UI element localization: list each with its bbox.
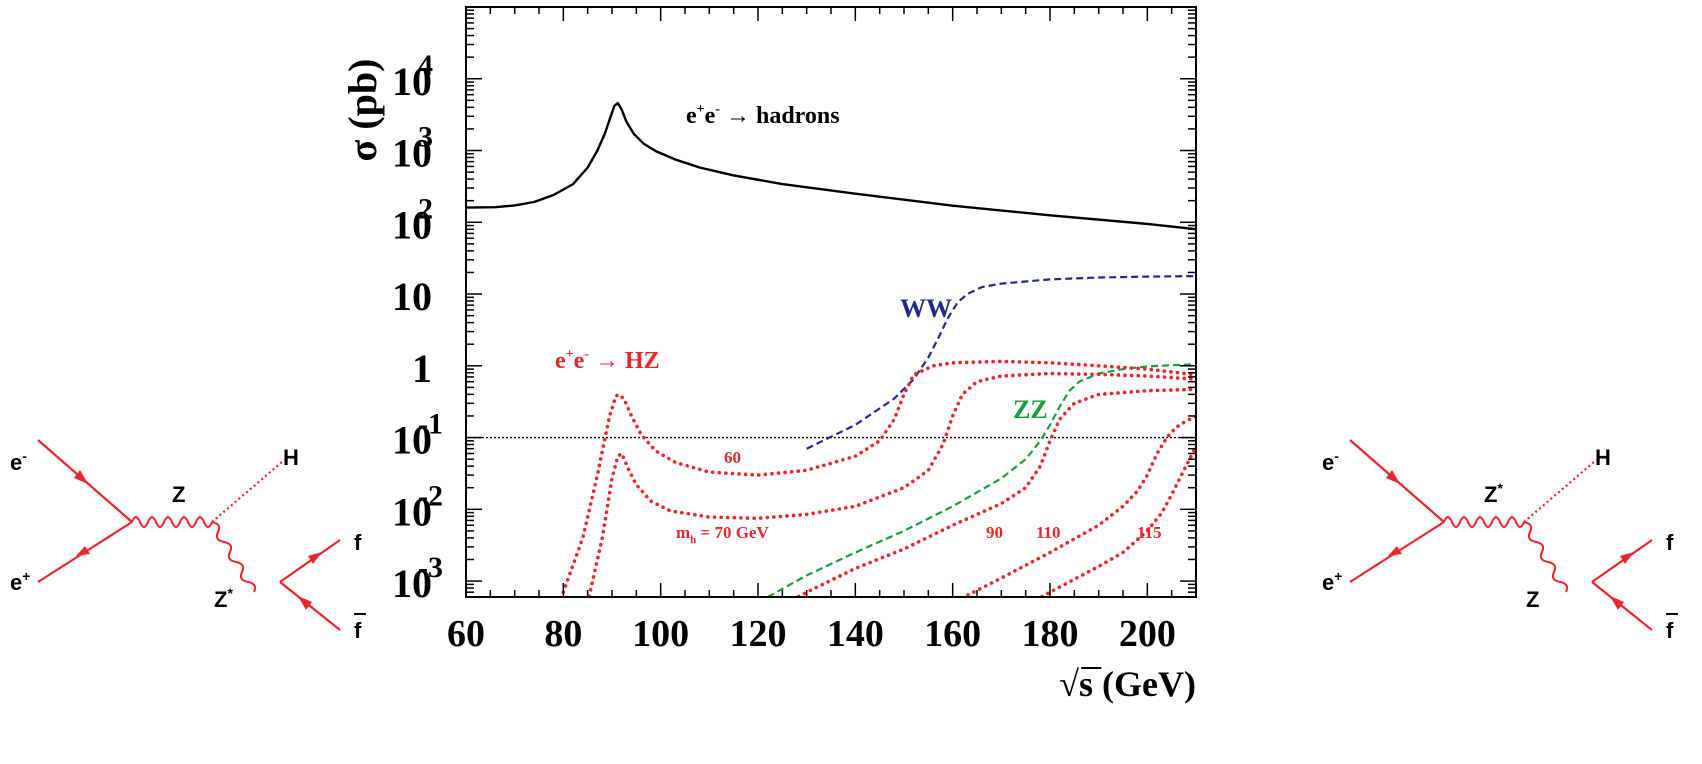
y-tick-label: 10 — [392, 561, 432, 606]
annotation-m115: 115 — [1137, 523, 1162, 542]
x-tick-label: 140 — [827, 613, 884, 655]
feynman-diagram-left: e- e+ Z H Z* f f — [10, 439, 366, 643]
arrow-icon — [1386, 470, 1400, 484]
y-tick-label: 10 — [392, 489, 432, 534]
label-e-plus: e+ — [1322, 568, 1342, 595]
y-axis-title: σ (pb) — [340, 59, 385, 162]
z-propagator — [131, 516, 213, 528]
label-f: f — [1666, 530, 1674, 555]
zstar-propagator — [1443, 516, 1525, 528]
y-tick-label: 10 — [392, 202, 432, 247]
arrow-icon — [1610, 596, 1624, 610]
axis-layer: 60 80 100 120 140 160 180 20010410310210110-110… — [392, 6, 1197, 669]
label-higgs: H — [283, 445, 299, 470]
series-line-hz110 — [959, 414, 1196, 597]
fermion-line — [1591, 539, 1653, 583]
arrow-icon — [1620, 552, 1634, 564]
feynman-diagram-right: e- e+ Z* H Z f f — [1322, 439, 1678, 643]
arrow-icon — [76, 546, 90, 556]
y-tick-label: 10 — [392, 59, 432, 104]
y-tick-exponent: 2 — [418, 192, 433, 225]
higgs-line — [211, 461, 283, 523]
higgs-line — [1523, 461, 1595, 523]
series-line-hadrons — [466, 101, 1196, 231]
y-tick-exponent: -2 — [418, 479, 443, 512]
label-f: f — [354, 530, 362, 555]
label-zstar: Z* — [1484, 480, 1503, 507]
series-line-ww — [806, 275, 1196, 450]
label-fbar: f — [354, 618, 362, 643]
x-tick-label: 180 — [1022, 613, 1079, 655]
z-propagator — [1523, 521, 1569, 593]
cross-section-chart: 60 80 100 120 140 160 180 20010410310210110-110… — [340, 6, 1197, 704]
label-e-minus: e- — [1322, 448, 1339, 475]
label-higgs: H — [1595, 445, 1611, 470]
x-tick-label: 80 — [544, 613, 582, 655]
fermion-line — [279, 539, 341, 583]
plot-frame — [465, 6, 1197, 598]
label-zstar: Z* — [214, 585, 233, 612]
x-tick-label: 100 — [632, 613, 689, 655]
annotation-m90: 90 — [986, 523, 1003, 542]
y-tick-label: 1 — [412, 346, 432, 391]
series-line-hz70 — [587, 371, 1196, 597]
series-layer — [466, 101, 1196, 597]
y-tick-exponent: 4 — [418, 49, 433, 82]
series-line-hz90 — [794, 387, 1196, 597]
y-tick-label: 10 — [392, 274, 432, 319]
series-line-hz60 — [561, 359, 1196, 594]
label-e-minus: e- — [10, 448, 27, 475]
arrow-icon — [1388, 546, 1402, 556]
label-e-plus: e+ — [10, 568, 30, 595]
y-tick-exponent: -1 — [418, 408, 443, 441]
y-tick-label: 10 — [392, 418, 432, 463]
label-z: Z — [1526, 587, 1539, 612]
series-line-zz — [767, 363, 1196, 597]
annotation-m60: 60 — [724, 448, 741, 467]
plot-area — [466, 101, 1196, 597]
annotation-zz: ZZ — [1013, 395, 1048, 424]
y-tick-exponent: 3 — [418, 121, 433, 154]
y-tick-exponent: -3 — [418, 551, 443, 584]
y-tick-label: 10 — [392, 131, 432, 176]
annotation-hadrons: e+e- → hadrons — [686, 102, 840, 129]
antifermion-line — [1591, 581, 1653, 631]
annotation-mh70: mh = 70 GeV — [676, 523, 770, 546]
x-tick-label: 120 — [730, 613, 787, 655]
antifermion-line — [279, 581, 341, 631]
label-z: Z — [172, 482, 185, 507]
zstar-propagator — [211, 521, 257, 593]
arrow-icon — [74, 470, 88, 484]
annotation-ww: WW — [900, 294, 952, 323]
arrow-icon — [308, 552, 322, 564]
arrow-icon — [298, 596, 312, 610]
x-axis-title: √s (GeV) — [1059, 664, 1196, 704]
annotation-m110: 110 — [1036, 523, 1061, 542]
x-tick-label: 60 — [447, 613, 485, 655]
label-fbar: f — [1666, 618, 1674, 643]
x-tick-label: 200 — [1119, 613, 1176, 655]
annotation-hz: e+e- → HZ — [555, 347, 660, 374]
x-tick-label: 160 — [924, 613, 981, 655]
